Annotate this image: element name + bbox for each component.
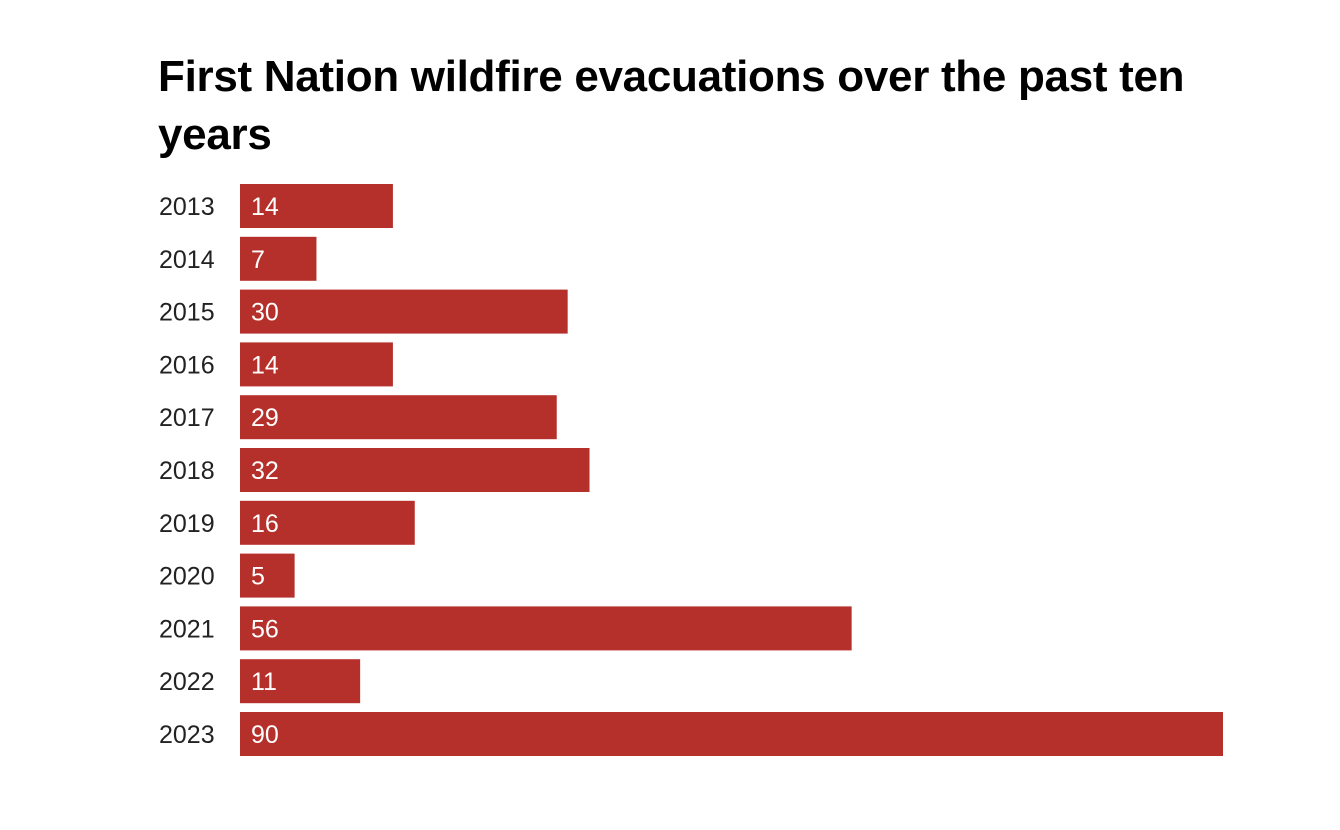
bar-row-2018: 2018 32: [159, 448, 590, 492]
bar-row-2013: 2013 14: [159, 184, 393, 228]
bar-row-2016: 2016 14: [159, 342, 393, 387]
chart-title: First Nation wildfire evacuations over t…: [158, 52, 1185, 159]
year-label: 2017: [159, 404, 215, 432]
year-label: 2014: [159, 246, 215, 274]
bar: [240, 342, 393, 387]
value-label: 16: [251, 510, 279, 538]
value-label: 14: [251, 193, 279, 221]
year-label: 2021: [159, 615, 215, 643]
year-label: 2022: [159, 668, 215, 696]
year-label: 2013: [159, 193, 215, 221]
bar: [240, 500, 415, 545]
value-label: 90: [251, 721, 279, 749]
bar-row-2021: 2021 56: [159, 606, 852, 651]
bar-row-2014: 2014 7: [159, 236, 317, 281]
year-label: 2018: [159, 457, 215, 485]
year-label: 2016: [159, 351, 215, 379]
bar: [240, 395, 557, 440]
value-label: 56: [251, 615, 279, 643]
bar-row-2017: 2017 29: [159, 395, 557, 440]
bar-row-2020: 2020 5: [159, 553, 295, 598]
bar-row-2019: 2019 16: [159, 500, 415, 545]
bar: [240, 606, 852, 651]
bar-row-2022: 2022 11: [159, 659, 361, 704]
bar: [240, 553, 295, 598]
value-label: 11: [251, 668, 277, 696]
bar: [240, 448, 590, 492]
year-label: 2015: [159, 299, 215, 327]
bar-row-2015: 2015 30: [159, 289, 568, 334]
value-label: 29: [251, 404, 279, 432]
value-label: 7: [251, 246, 265, 274]
bar: [240, 712, 1223, 756]
value-label: 32: [251, 457, 279, 485]
bar: [240, 184, 393, 228]
bar: [240, 236, 317, 281]
year-label: 2023: [159, 721, 215, 749]
value-label: 14: [251, 351, 279, 379]
year-label: 2019: [159, 510, 215, 538]
year-label: 2020: [159, 563, 215, 591]
bar-row-2023: 2023 90: [159, 712, 1223, 756]
value-label: 30: [251, 299, 279, 327]
bar: [240, 659, 361, 704]
bar: [240, 289, 568, 334]
value-label: 5: [251, 563, 265, 591]
